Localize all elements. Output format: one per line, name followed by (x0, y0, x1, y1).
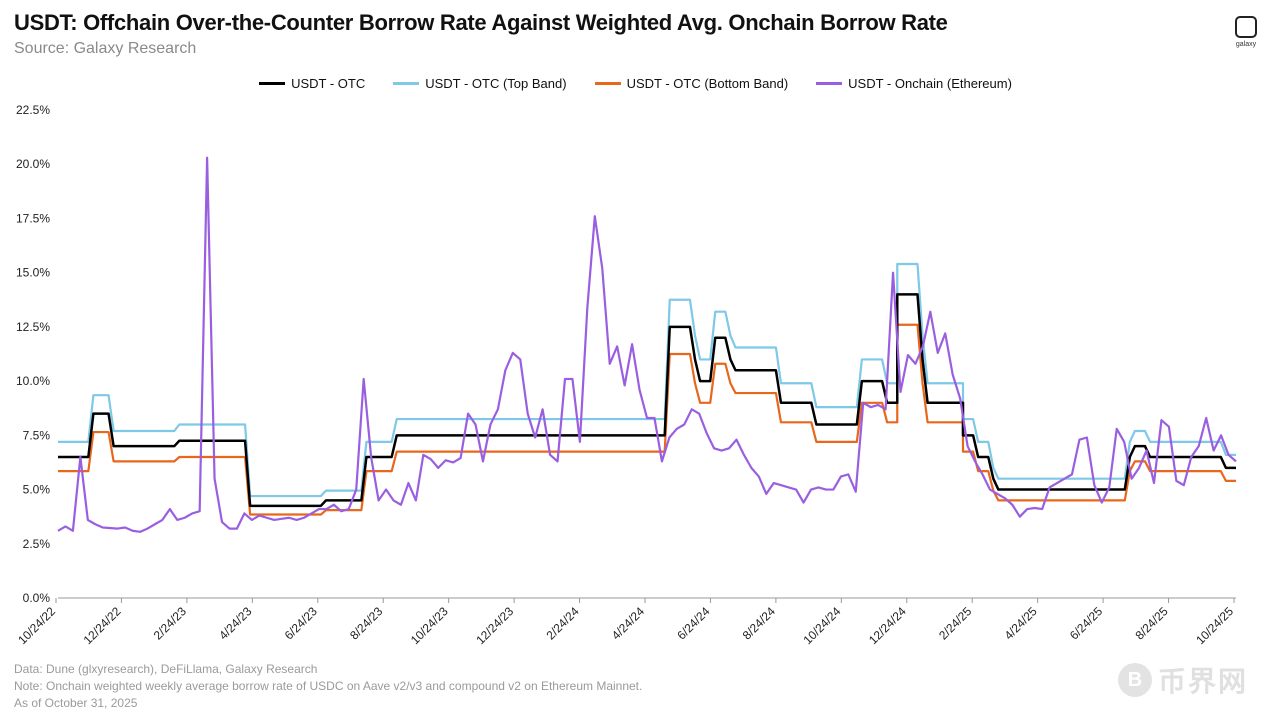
chart-legend: USDT - OTC USDT - OTC (Top Band) USDT - … (0, 76, 1271, 91)
x-tick-label: 4/24/23 (216, 604, 254, 642)
y-tick-label: 17.5% (16, 211, 50, 225)
x-tick-label: 2/24/24 (543, 604, 581, 642)
x-tick-label: 10/24/22 (15, 604, 58, 647)
y-tick-label: 0.0% (23, 591, 51, 605)
x-tick-label: 10/24/24 (801, 604, 844, 647)
legend-label-otc: USDT - OTC (291, 76, 366, 91)
x-tick-label: 10/24/25 (1193, 604, 1236, 647)
x-tick-label: 6/24/25 (1067, 604, 1105, 642)
x-tick-label: 2/24/23 (151, 604, 189, 642)
page-subtitle: Source: Galaxy Research (14, 40, 197, 57)
legend-swatch-onchain (816, 82, 843, 85)
x-tick-label: 12/24/22 (81, 604, 124, 647)
x-tick-label: 10/24/23 (408, 604, 451, 647)
legend-item-top-band: USDT - OTC (Top Band) (393, 76, 567, 91)
x-tick-label: 8/24/23 (347, 604, 385, 642)
series-line-onchain (57, 156, 1237, 533)
y-tick-label: 12.5% (16, 320, 50, 334)
footer-note: Note: Onchain weighted weekly average bo… (14, 679, 643, 693)
x-tick-label: 2/24/25 (936, 604, 974, 642)
galaxy-logo: galaxy (1226, 16, 1266, 48)
series-line-otc (58, 293, 1236, 508)
y-tick-label: 20.0% (16, 157, 50, 171)
legend-item-bottom-band: USDT - OTC (Bottom Band) (594, 76, 789, 91)
galaxy-logo-text: galaxy (1235, 41, 1257, 48)
x-tick-label: 12/24/23 (473, 604, 516, 647)
x-tick-label: 8/24/25 (1132, 604, 1170, 642)
y-tick-label: 22.5% (16, 103, 50, 117)
y-tick-label: 2.5% (23, 537, 51, 551)
y-tick-label: 15.0% (16, 266, 50, 280)
legend-item-onchain: USDT - Onchain (Ethereum) (816, 76, 1012, 91)
y-tick-label: 10.0% (16, 374, 50, 388)
galaxy-logo-icon (1235, 16, 1257, 38)
legend-swatch-bottom-band (594, 82, 621, 85)
watermark: B 币界网 (1118, 660, 1248, 700)
legend-label-top-band: USDT - OTC (Top Band) (425, 76, 567, 91)
x-tick-label: 8/24/24 (740, 604, 778, 642)
footer-as-of: As of October 31, 2025 (14, 696, 138, 710)
legend-swatch-top-band (393, 82, 420, 85)
x-tick-label: 4/24/25 (1002, 604, 1040, 642)
y-tick-label: 7.5% (23, 428, 51, 442)
x-tick-label: 4/24/24 (609, 604, 647, 642)
legend-label-onchain: USDT - Onchain (Ethereum) (848, 76, 1012, 91)
legend-item-otc: USDT - OTC (259, 76, 365, 91)
watermark-text: 币界网 (1158, 666, 1249, 697)
x-tick-label: 6/24/23 (282, 604, 320, 642)
footer-data-source: Data: Dune (glxyresearch), DeFiLlama, Ga… (14, 662, 318, 676)
y-tick-label: 5.0% (23, 483, 51, 497)
x-tick-label: 12/24/24 (866, 604, 909, 647)
x-tick-label: 6/24/24 (674, 604, 712, 642)
legend-swatch-otc (259, 82, 286, 85)
series-line-top-band (58, 262, 1236, 498)
watermark-coin-icon: B (1118, 663, 1152, 697)
legend-label-bottom-band: USDT - OTC (Bottom Band) (626, 76, 789, 91)
page-title: USDT: Offchain Over-the-Counter Borrow R… (14, 10, 948, 35)
